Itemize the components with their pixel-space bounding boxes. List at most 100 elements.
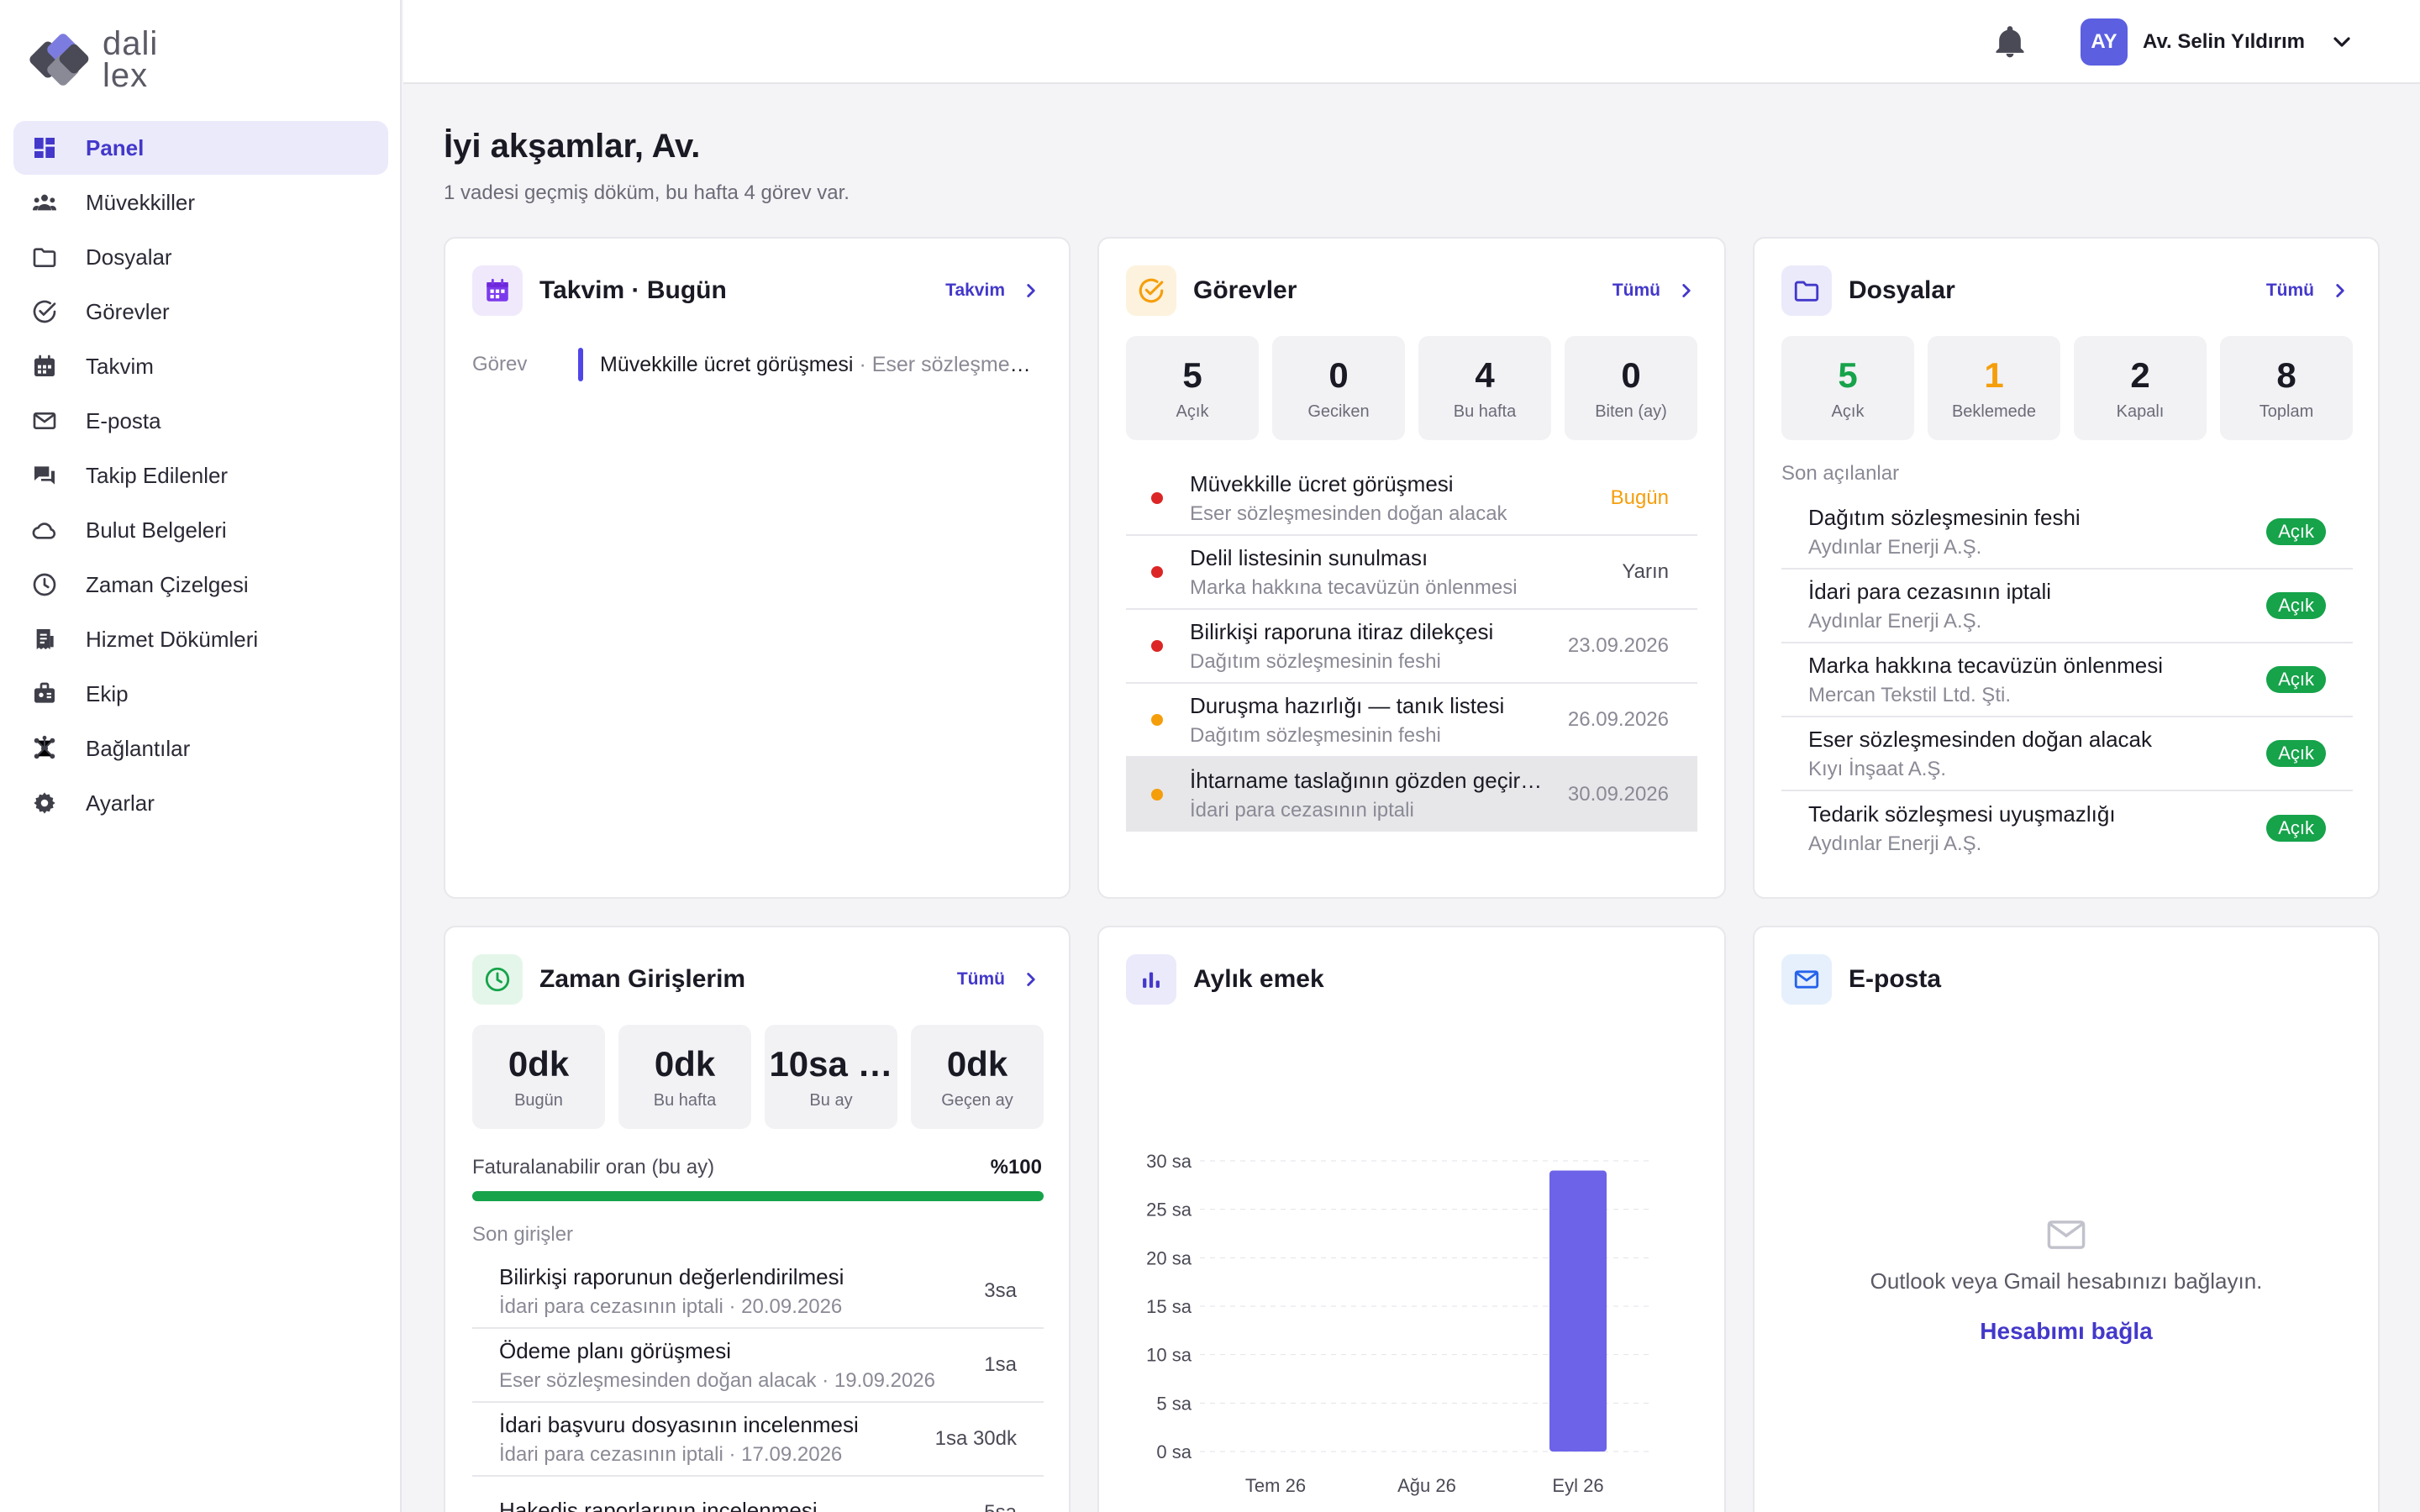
task-due-date: Bugün — [1610, 486, 1669, 509]
time-entry-row[interactable]: Hakediş raporlarının incelenmesi 5sa — [472, 1477, 1044, 1512]
file-title: Tedarik sözleşmesi uyuşmazlığı — [1808, 801, 2116, 827]
gear-icon — [30, 789, 59, 817]
card-header: E-posta — [1781, 954, 2351, 1005]
folder-icon — [1794, 281, 1819, 302]
network-icon — [30, 734, 59, 763]
file-row[interactable]: Marka hakkına tecavüzün önlenmesi Mercan … — [1781, 643, 2353, 717]
entry-duration: 3sa — [984, 1279, 1017, 1302]
mail-icon — [1794, 970, 1819, 989]
billable-rate-label: Faturalanabilir oran (bu ay) — [472, 1156, 715, 1179]
billable-progress-fill — [472, 1191, 1044, 1201]
file-client: Mercan Tekstil Ltd. Şti. — [1808, 683, 2011, 706]
email-card-icon — [1781, 954, 1832, 1005]
bar[interactable] — [1549, 1170, 1607, 1452]
entry-body: Hakediş raporlarının incelenmesi — [499, 1498, 936, 1512]
entry-subtitle: Eser sözleşmesinden doğan alacak · 19.09… — [499, 1368, 935, 1392]
file-client: Aydınlar Enerji A.Ş. — [1808, 832, 1982, 855]
time-entry-row[interactable]: İdari başvuru dosyasının incelenmesi İdar… — [472, 1403, 1044, 1477]
task-row[interactable]: Bilirkişi raporuna itiraz dilekçesi Dağıt… — [1126, 610, 1697, 684]
chevron-right-icon — [1682, 284, 1691, 297]
stat-value: 8 — [2276, 354, 2296, 395]
sidebar-item-badge[interactable]: Ekip — [13, 667, 388, 721]
logo-text: dali lex — [103, 27, 158, 92]
stat-label: Bu ay — [809, 1090, 853, 1110]
stat-value: 5 — [1838, 354, 1858, 395]
effort-card-title: Aylık emek — [1193, 965, 1324, 993]
files-all-link-label: Tümü — [2265, 281, 2314, 300]
sidebar-item-clock[interactable]: Zaman Çizelgesi — [13, 558, 388, 612]
file-title: Dağıtım sözleşmesinin feshi — [1808, 504, 2081, 530]
status-badge: Açık — [2266, 518, 2326, 545]
stat-tile: 1 Beklemede — [1928, 336, 2060, 440]
priority-dot — [1151, 789, 1163, 801]
folder-icon — [30, 243, 59, 271]
entry-subtitle: İdari para cezasının iptali · 17.09.2026 — [499, 1442, 843, 1466]
task-body: İhtarname taslağının gözden geçirilmesi İ… — [1190, 768, 1543, 822]
card-header: Aylık emek — [1126, 954, 1697, 1005]
entry-title: Hakediş raporlarının incelenmesi — [499, 1497, 818, 1512]
sidebar-item-dashboard[interactable]: Panel — [13, 121, 388, 175]
file-row[interactable]: Eser sözleşmesinden doğan alacak Kıyı İnş… — [1781, 717, 2353, 791]
task-row[interactable]: İhtarname taslağının gözden geçirilmesi İ… — [1126, 758, 1697, 832]
sidebar-nav: Panel Müvekkiller Dosyalar Görevler Takvim E-… — [13, 121, 388, 831]
stat-value: 2 — [2130, 354, 2150, 395]
sidebar-item-clients[interactable]: Müvekkiller — [13, 176, 388, 229]
user-menu[interactable]: AY Av. Selin Yıldırım — [2081, 18, 2355, 66]
sidebar-item-chat[interactable]: Takip Edilenler — [13, 449, 388, 502]
task-body: Delil listesinin sunulması Marka hakkına … — [1190, 545, 1543, 600]
task-row[interactable]: Duruşma hazırlığı — tanık listesi Dağıtım… — [1126, 684, 1697, 758]
time-entry-row[interactable]: Ödeme planı görüşmesi Eser sözleşmesinden… — [472, 1329, 1044, 1403]
stat-value: 0dk — [946, 1043, 1008, 1084]
bell-icon[interactable] — [1991, 24, 2028, 60]
files-card-icon — [1781, 265, 1832, 316]
sidebar-item-gear[interactable]: Ayarlar — [13, 776, 388, 830]
entry-duration: 5sa — [984, 1501, 1017, 1512]
sidebar-item-label: Takvim — [86, 353, 154, 379]
time-entry-row[interactable]: Bilirkişi raporunun değerlendirilmesi İda… — [472, 1255, 1044, 1329]
sidebar-item-calendar[interactable]: Takvim — [13, 339, 388, 393]
sidebar: dali lex Panel Müvekkiller Dosyalar Görevle… — [0, 0, 402, 1512]
logo[interactable]: dali lex — [25, 25, 158, 94]
sidebar-item-cloud[interactable]: Bulut Belgeleri — [13, 503, 388, 557]
stat-label: Kapalı — [2116, 402, 2165, 421]
time-stats: 0dk Bugün 0dk Bu hafta 10sa … Bu ay 0dk Geçen a… — [472, 1025, 1044, 1129]
files-all-link[interactable]: Tümü — [2266, 280, 2351, 302]
event-kind: Görev — [472, 353, 528, 375]
recent-entries-label: Son girişler — [472, 1223, 574, 1246]
sidebar-item-check-circle[interactable]: Görevler — [13, 285, 388, 339]
tasks-all-link[interactable]: Tümü — [1612, 280, 1697, 302]
email-card-title: E-posta — [1849, 965, 1942, 993]
priority-dot — [1151, 640, 1163, 652]
file-row[interactable]: Dağıtım sözleşmesinin feshi Aydınlar Ener… — [1781, 496, 2353, 570]
stat-label: Beklemede — [1951, 402, 2037, 421]
calendar-event[interactable]: Görev Müvekkille ücret görüşmesi · Eser … — [472, 348, 1042, 381]
sidebar-item-label: Görevler — [86, 298, 170, 324]
sidebar-item-folder[interactable]: Dosyalar — [13, 230, 388, 284]
monthly-effort-card: Aylık emek 0 sa 5 sa 10 sa 15 sa 20 sa 25 sa 3… — [1097, 926, 1726, 1512]
stat-label: Bugün — [514, 1090, 563, 1110]
file-title: Marka hakkına tecavüzün önlenmesi — [1808, 652, 2164, 678]
clients-icon — [30, 188, 59, 217]
check-circle-icon — [1139, 278, 1164, 303]
task-body: Duruşma hazırlığı — tanık listesi Dağıtım… — [1190, 693, 1543, 748]
sidebar-item-receipt[interactable]: Hizmet Dökümleri — [13, 612, 388, 666]
file-row[interactable]: Tedarik sözleşmesi uyuşmazlığı Aydınlar E… — [1781, 791, 2353, 865]
y-tick-label: 5 sa — [1156, 1393, 1192, 1414]
entry-body: Bilirkişi raporunun değerlendirilmesi İda… — [499, 1264, 936, 1319]
y-tick-label: 25 sa — [1146, 1200, 1192, 1221]
badge-icon — [30, 680, 59, 708]
connect-account-link[interactable]: Hesabımı bağla — [1980, 1318, 2153, 1344]
file-body: İdari para cezasının iptali Aydınlar Ener… — [1808, 579, 2051, 633]
task-row[interactable]: Müvekkille ücret görüşmesi Eser sözleşmes… — [1126, 462, 1697, 536]
calendar-link[interactable]: Takvim — [945, 280, 1042, 302]
clock-icon — [30, 570, 59, 599]
stat-tile: 8 Toplam — [2220, 336, 2353, 440]
bar-chart-icon — [1143, 972, 1160, 988]
file-row[interactable]: İdari para cezasının iptali Aydınlar Ener… — [1781, 570, 2353, 643]
task-row[interactable]: Delil listesinin sunulması Marka hakkına … — [1126, 536, 1697, 610]
time-all-link[interactable]: Tümü — [957, 969, 1042, 990]
sidebar-item-network[interactable]: Bağlantılar — [13, 722, 388, 775]
x-tick-label: Tem 26 — [1245, 1475, 1306, 1496]
sidebar-item-mail[interactable]: E-posta — [13, 394, 388, 448]
file-client: Aydınlar Enerji A.Ş. — [1808, 535, 1982, 559]
